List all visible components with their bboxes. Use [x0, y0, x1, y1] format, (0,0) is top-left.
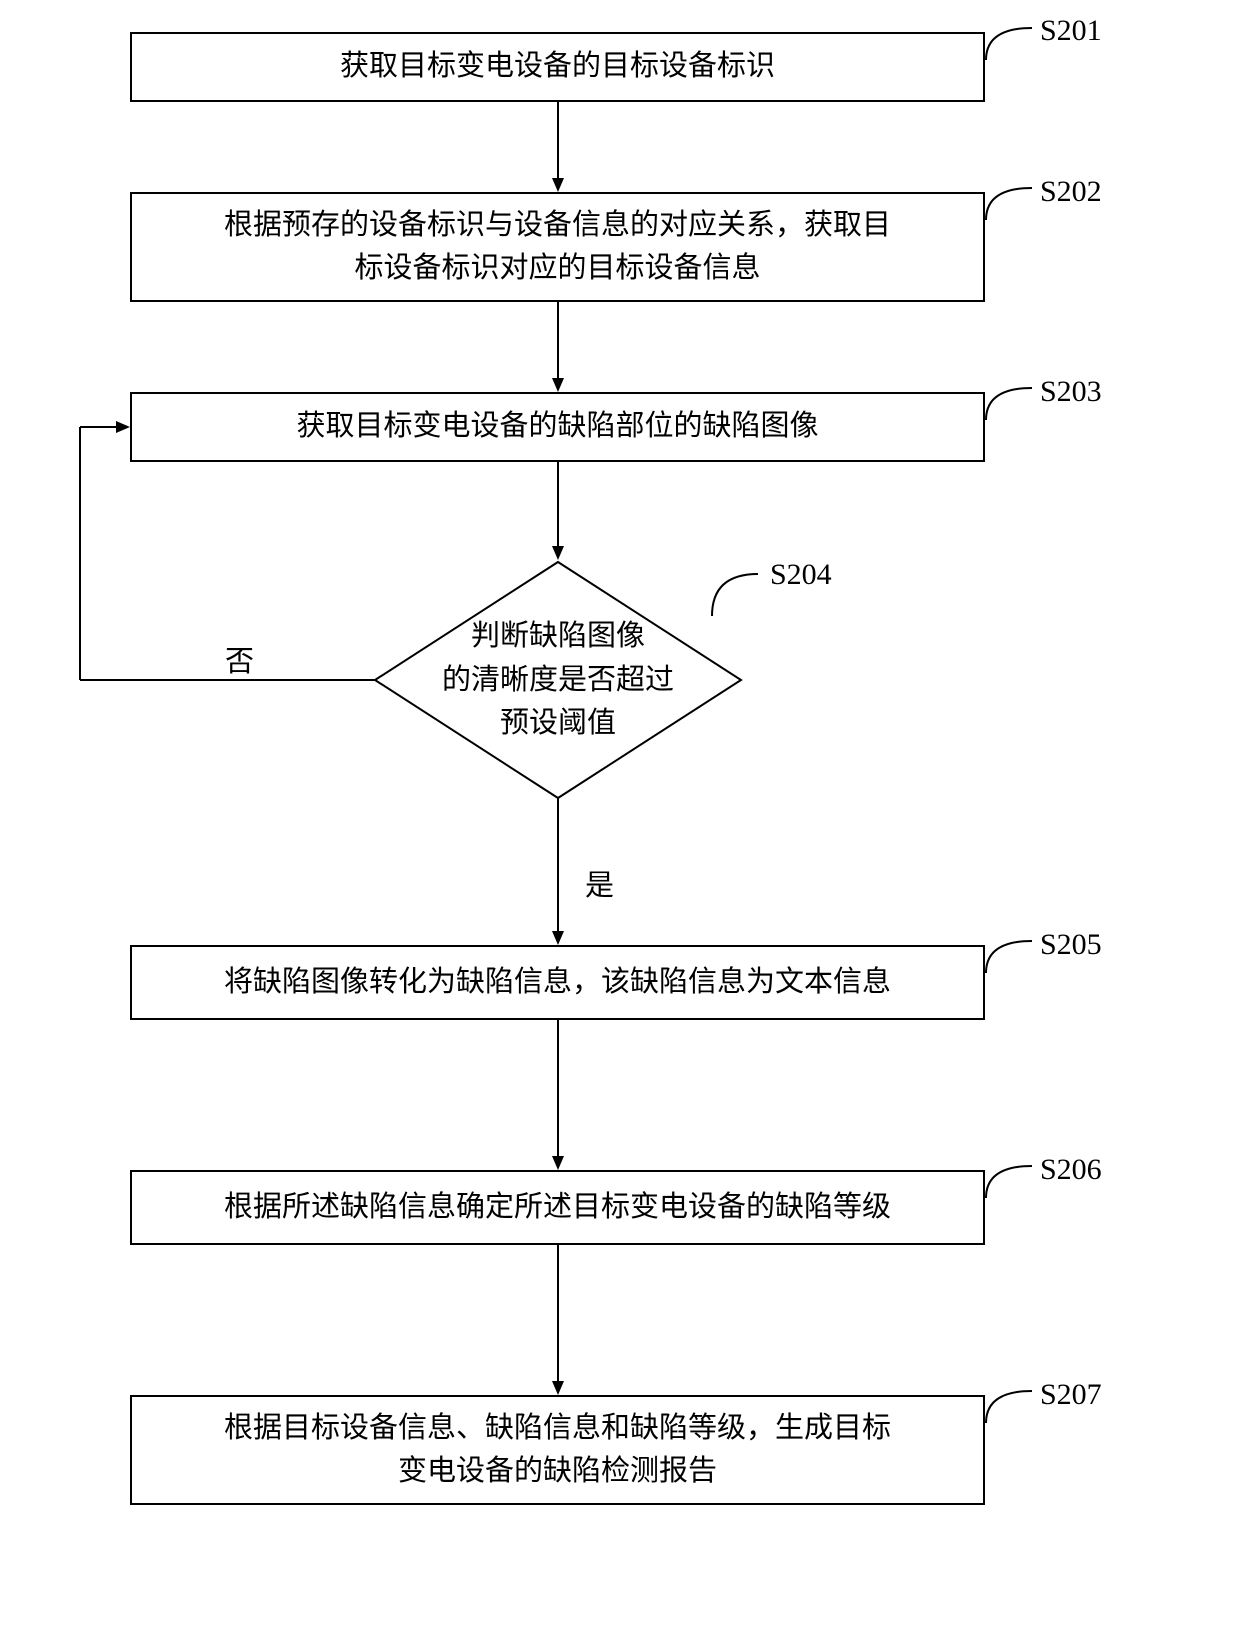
process-s205: 将缺陷图像转化为缺陷信息，该缺陷信息为文本信息: [130, 945, 985, 1020]
process-text: 根据预存的设备标识与设备信息的对应关系，获取目 标设备标识对应的目标设备信息: [224, 204, 891, 291]
arrow-s204-yes: [548, 798, 568, 948]
process-text: 根据所述缺陷信息确定所述目标变电设备的缺陷等级: [224, 1186, 891, 1230]
process-s201: 获取目标变电设备的目标设备标识: [130, 32, 985, 102]
process-text: 根据目标设备信息、缺陷信息和缺陷等级，生成目标 变电设备的缺陷检测报告: [224, 1407, 891, 1494]
process-s202: 根据预存的设备标识与设备信息的对应关系，获取目 标设备标识对应的目标设备信息: [130, 192, 985, 302]
process-s207: 根据目标设备信息、缺陷信息和缺陷等级，生成目标 变电设备的缺陷检测报告: [130, 1395, 985, 1505]
process-s206: 根据所述缺陷信息确定所述目标变电设备的缺陷等级: [130, 1170, 985, 1245]
process-text: 将缺陷图像转化为缺陷信息，该缺陷信息为文本信息: [224, 961, 891, 1005]
arrow-s203-s204: [548, 462, 568, 562]
arrow-s204-no-loop: [55, 417, 380, 692]
label-s201: S201: [1040, 14, 1102, 48]
yes-label: 是: [585, 862, 614, 904]
arrow-s201-s202: [548, 102, 568, 194]
decision-text: 判断缺陷图像 的清晰度是否超过 预设阈值: [442, 615, 674, 746]
arrow-s202-s203: [548, 302, 568, 394]
label-s204: S204: [770, 558, 832, 592]
flowchart-container: 获取目标变电设备的目标设备标识 S201 根据预存的设备标识与设备信息的对应关系…: [0, 0, 1240, 1652]
label-s203: S203: [1040, 375, 1102, 409]
arrow-s205-s206: [548, 1020, 568, 1172]
process-text: 获取目标变电设备的目标设备标识: [340, 45, 775, 89]
decision-s204: 判断缺陷图像 的清晰度是否超过 预设阈值: [373, 560, 743, 800]
label-s207: S207: [1040, 1378, 1102, 1412]
label-s205: S205: [1040, 928, 1102, 962]
no-label: 否: [225, 638, 254, 680]
arrow-s206-s207: [548, 1245, 568, 1397]
label-s206: S206: [1040, 1153, 1102, 1187]
label-s202: S202: [1040, 175, 1102, 209]
